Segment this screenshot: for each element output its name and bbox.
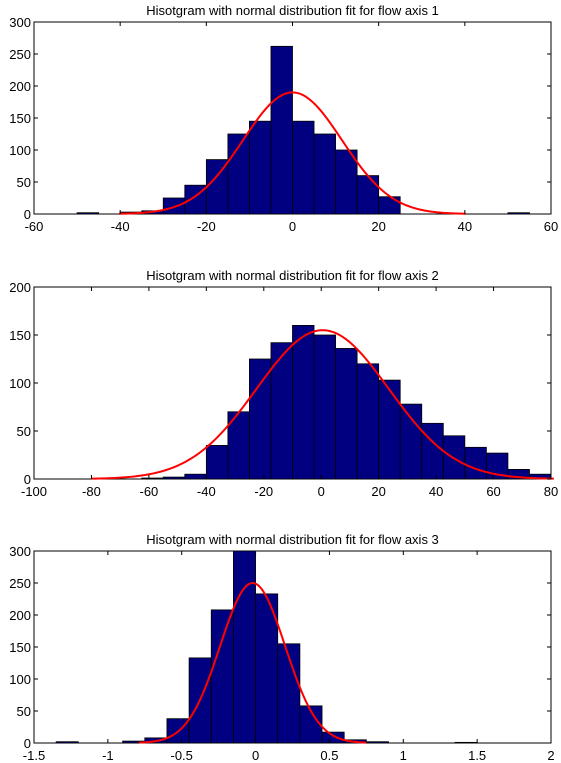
histogram-bar [270, 342, 293, 480]
histogram-bar [162, 476, 186, 480]
y-tick-label: 100 [9, 672, 31, 687]
histogram-bar [55, 741, 79, 744]
chart-title: Hisotgram with normal distribution fit f… [146, 268, 439, 283]
histogram-bar [421, 422, 444, 480]
x-tick-label: -40 [197, 484, 216, 499]
normal-fit-curve [119, 91, 466, 215]
histogram-bar [507, 212, 530, 215]
x-tick-label: 20 [371, 219, 385, 234]
chart-3: -1.5 -1 -0.5 0 0.5 1 1.5 2 0 50 100 150 200 250 300 His… [9, 532, 554, 763]
normal-fit-curve [91, 329, 554, 480]
histogram-bar [249, 120, 272, 215]
histogram-bar [249, 358, 272, 480]
x-tick-label: 20 [371, 484, 385, 499]
x-tick-label: 60 [544, 219, 558, 234]
chart-2: -100 -80 -60 -40 -20 0 20 40 60 80 0 50 100 150 200 His… [9, 268, 558, 499]
y-tick-label: 50 [17, 175, 31, 190]
x-tick-label: 0 [252, 748, 259, 763]
histogram-bar [313, 133, 336, 215]
normal-fit-curve [138, 581, 367, 744]
y-tick-label: 150 [9, 640, 31, 655]
histogram-bar [454, 741, 478, 744]
x-tick-label: -60 [139, 484, 158, 499]
histogram-bar [378, 379, 401, 480]
histogram-bar [313, 334, 336, 480]
x-tick-label: 1.5 [468, 748, 486, 763]
y-tick-label: 300 [9, 15, 31, 30]
x-tick-label: 80 [544, 484, 558, 499]
y-tick-label: 150 [9, 328, 31, 343]
chart-1: -60 -40 -20 0 20 40 60 0 50 100 150 200 250 300 Hisotg… [9, 3, 558, 234]
y-tick-label: 50 [17, 424, 31, 439]
y-tick-label: 150 [9, 111, 31, 126]
histogram-bar [270, 45, 293, 215]
x-tick-label: -100 [21, 484, 47, 499]
x-tick-label: 0.5 [320, 748, 338, 763]
x-tick-label: 60 [486, 484, 500, 499]
chart-title: Hisotgram with normal distribution fit f… [146, 3, 439, 18]
x-tick-label: -1 [102, 748, 114, 763]
histogram-bar [141, 477, 164, 480]
histogram-bar [292, 324, 315, 480]
y-tick-label: 100 [9, 143, 31, 158]
y-tick-label: 200 [9, 608, 31, 623]
histogram-bar [205, 444, 229, 480]
y-tick-label: 0 [24, 736, 31, 751]
histogram-bar [335, 348, 358, 480]
y-tick-label: 0 [24, 472, 31, 487]
histogram-bar [292, 120, 315, 215]
y-tick-label: 200 [9, 79, 31, 94]
x-tick-label: -60 [25, 219, 44, 234]
y-tick-label: 250 [9, 576, 31, 591]
y-tick-label: 300 [9, 544, 31, 559]
histogram-bar [464, 446, 487, 480]
chart-title: Hisotgram with normal distribution fit f… [146, 532, 439, 547]
histogram-bar [378, 196, 401, 215]
histogram-bar [356, 363, 380, 480]
x-tick-label: 1 [400, 748, 407, 763]
histogram-bar [399, 403, 423, 480]
histogram-bar [299, 705, 323, 744]
histogram-bar [321, 731, 345, 744]
x-tick-label: 0 [318, 484, 325, 499]
x-tick-label: 40 [429, 484, 443, 499]
x-tick-label: -40 [111, 219, 130, 234]
y-tick-label: 0 [24, 207, 31, 222]
histogram-bar [335, 149, 358, 215]
x-tick-label: -1.5 [23, 748, 45, 763]
histogram-bar [233, 550, 256, 744]
x-tick-label: -80 [82, 484, 101, 499]
histogram-bar [277, 643, 301, 744]
x-tick-label: 2 [547, 748, 554, 763]
histogram-bar [184, 473, 207, 480]
x-tick-label: 40 [458, 219, 472, 234]
histogram-bar [210, 609, 234, 744]
y-tick-label: 200 [9, 280, 31, 295]
y-tick-label: 50 [17, 704, 31, 719]
x-tick-label: 0 [289, 219, 296, 234]
histogram-bar [356, 175, 380, 215]
x-tick-label: -20 [254, 484, 273, 499]
x-tick-label: -20 [197, 219, 216, 234]
y-tick-label: 250 [9, 47, 31, 62]
x-tick-label: -0.5 [171, 748, 193, 763]
histogram-bar [365, 741, 389, 744]
y-tick-label: 100 [9, 376, 31, 391]
histogram-bar [76, 212, 100, 215]
